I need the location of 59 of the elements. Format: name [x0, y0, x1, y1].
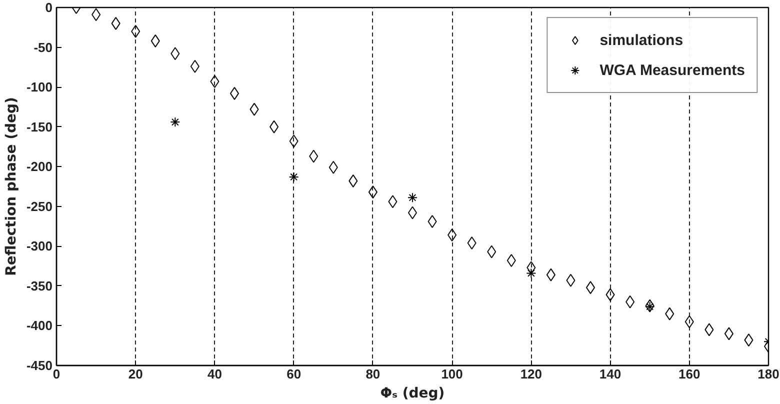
y-tick-label: -450: [26, 358, 53, 373]
point: [684, 315, 694, 328]
point: [448, 228, 457, 242]
point: [744, 334, 754, 347]
point: [190, 60, 200, 73]
x-tick-label: 180: [758, 366, 780, 382]
point: [526, 268, 536, 278]
point: [309, 150, 318, 163]
point: [288, 172, 299, 182]
point: [526, 261, 536, 274]
y-tick-label: -250: [26, 198, 53, 214]
point: [428, 215, 437, 228]
x-tick-label: 120: [520, 366, 542, 382]
point: [170, 47, 180, 60]
x-tick-label: 20: [128, 366, 143, 382]
y-tick-label: 0: [45, 0, 53, 15]
point: [210, 74, 220, 88]
point: [131, 24, 140, 38]
point: [368, 186, 378, 199]
point: [250, 102, 259, 116]
point: [665, 307, 674, 320]
y-tick-label: -100: [26, 80, 53, 95]
point: [724, 327, 734, 340]
point: [606, 288, 615, 302]
point: [92, 8, 101, 22]
point: [270, 120, 279, 134]
point: [506, 254, 516, 267]
point: [348, 174, 358, 188]
point: [328, 160, 338, 174]
legend-label: simulations: [600, 32, 684, 48]
x-tick-label: 100: [441, 366, 463, 382]
x-tick-label: 40: [207, 366, 222, 382]
point: [170, 117, 180, 128]
y-tick-label: -50: [34, 40, 53, 55]
y-axis-title: Reflection phase (deg): [3, 97, 20, 276]
legend-label: WGA Measurements: [600, 62, 745, 78]
point: [546, 268, 556, 282]
point: [150, 34, 160, 48]
y-tick-label: -300: [26, 238, 53, 254]
x-tick-label: 80: [366, 366, 380, 382]
point: [388, 195, 398, 208]
point: [289, 134, 298, 148]
point: [111, 16, 120, 30]
point: [408, 192, 418, 203]
y-tick-label: -150: [26, 119, 53, 134]
x-axis-title: Φₛ (deg): [380, 386, 445, 402]
x-tick-label: 60: [286, 366, 302, 382]
point: [467, 236, 476, 250]
y-tick-label: -200: [26, 159, 53, 174]
point: [645, 299, 654, 312]
y-tick-label: -400: [26, 318, 53, 334]
point: [644, 302, 655, 312]
point: [566, 274, 576, 287]
point: [487, 245, 496, 258]
point: [626, 295, 635, 308]
x-tick-label: 140: [599, 366, 622, 382]
point: [704, 323, 714, 336]
y-tick-label: -350: [26, 278, 53, 294]
x-tick-label: 160: [678, 366, 700, 382]
